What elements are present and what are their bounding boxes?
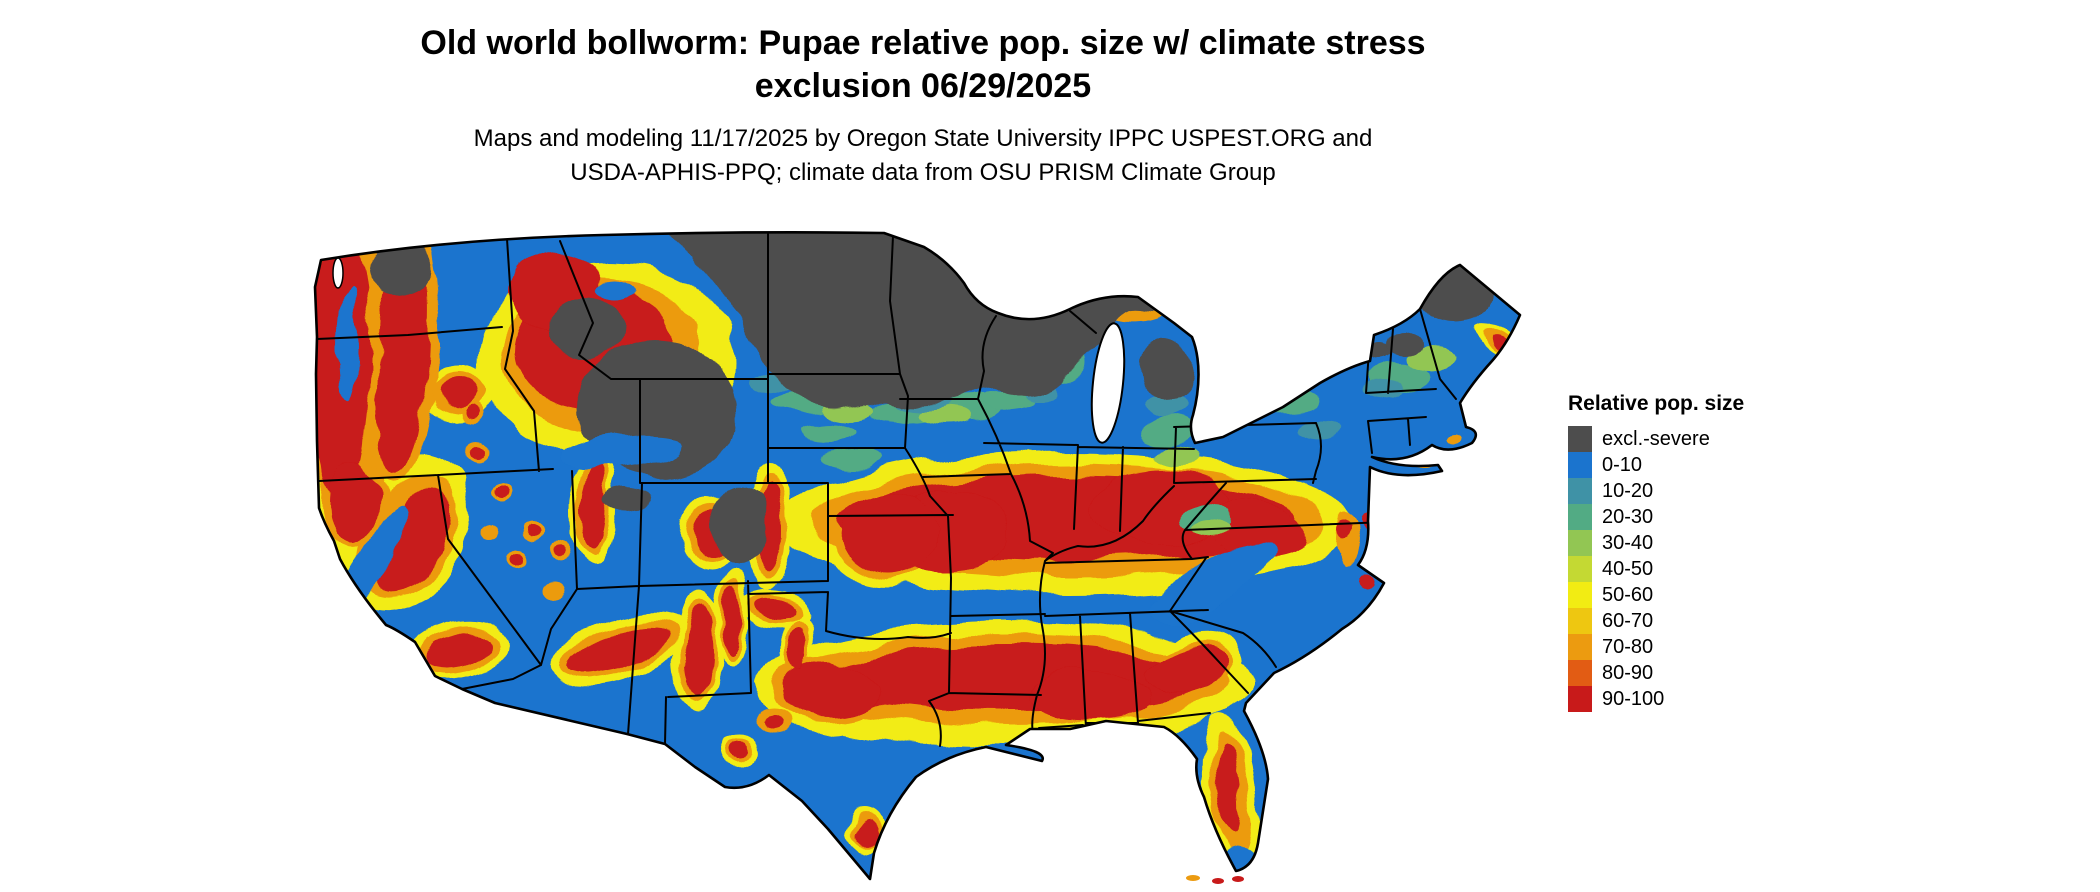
state-borders <box>316 233 1457 747</box>
layer-blue-valleys <box>340 281 1275 870</box>
map-subtitle: Maps and modeling 11/17/2025 by Oregon S… <box>0 122 1846 190</box>
legend-label: 0-10 <box>1602 454 1643 476</box>
us-map-svg <box>313 231 1522 884</box>
legend-swatch <box>1568 530 1592 556</box>
us-outline <box>313 231 1522 881</box>
legend-item-50-60: 50-60 <box>1568 582 1828 608</box>
legend-item-80-90: 80-90 <box>1568 660 1828 686</box>
legend-item-30-40: 30-40 <box>1568 530 1828 556</box>
legend: Relative pop. size excl.-severe 0-10 10-20… <box>1568 392 1828 712</box>
legend-item-excl.-severe: excl.-severe <box>1568 426 1828 452</box>
map-subtitle-line1: Maps and modeling 11/17/2025 by Oregon S… <box>473 125 1373 152</box>
map-title-line2: exclusion 06/29/2025 <box>754 67 1092 105</box>
legend-swatch <box>1568 634 1592 660</box>
legend-label: 80-90 <box>1602 662 1654 684</box>
legend-label: 20-30 <box>1602 506 1654 528</box>
florida-keys <box>1186 875 1244 884</box>
legend-label: 50-60 <box>1602 584 1654 606</box>
legend-title: Relative pop. size <box>1568 392 1745 415</box>
legend-item-0-10: 0-10 <box>1568 452 1828 478</box>
legend-item-70-80: 70-80 <box>1568 634 1828 660</box>
puget-sound <box>332 257 344 289</box>
map-subtitle-line2: USDA-APHIS-PPQ; climate data from OSU PR… <box>570 159 1276 186</box>
legend-label: 70-80 <box>1602 636 1654 658</box>
legend-label: excl.-severe <box>1602 428 1710 450</box>
legend-swatch <box>1568 608 1592 634</box>
legend-item-20-30: 20-30 <box>1568 504 1828 530</box>
legend-item-60-70: 60-70 <box>1568 608 1828 634</box>
legend-item-90-100: 90-100 <box>1568 686 1828 712</box>
legend-label: 60-70 <box>1602 610 1654 632</box>
legend-label: 30-40 <box>1602 532 1654 554</box>
map-raster <box>315 232 1520 880</box>
legend-item-10-20: 10-20 <box>1568 478 1828 504</box>
legend-swatch <box>1568 426 1592 452</box>
legend-swatch <box>1568 686 1592 712</box>
legend-swatch <box>1568 452 1592 478</box>
map-title-line1: Old world bollworm: Pupae relative pop. … <box>420 24 1426 62</box>
layer-red-core <box>315 232 1512 848</box>
legend-label: 40-50 <box>1602 558 1654 580</box>
legend-item-40-50: 40-50 <box>1568 556 1828 582</box>
legend-label: 10-20 <box>1602 480 1654 502</box>
legend-swatch <box>1568 478 1592 504</box>
legend-items: excl.-severe 0-10 10-20 20-30 30-40 40-50 50-6… <box>1568 426 1828 712</box>
legend-swatch <box>1568 660 1592 686</box>
legend-swatch <box>1568 556 1592 582</box>
lake-michigan <box>1090 322 1126 444</box>
map-title: Old world bollworm: Pupae relative pop. … <box>0 22 1846 108</box>
us-map <box>308 231 1528 886</box>
legend-swatch <box>1568 504 1592 530</box>
legend-swatch <box>1568 582 1592 608</box>
legend-label: 90-100 <box>1602 688 1665 710</box>
